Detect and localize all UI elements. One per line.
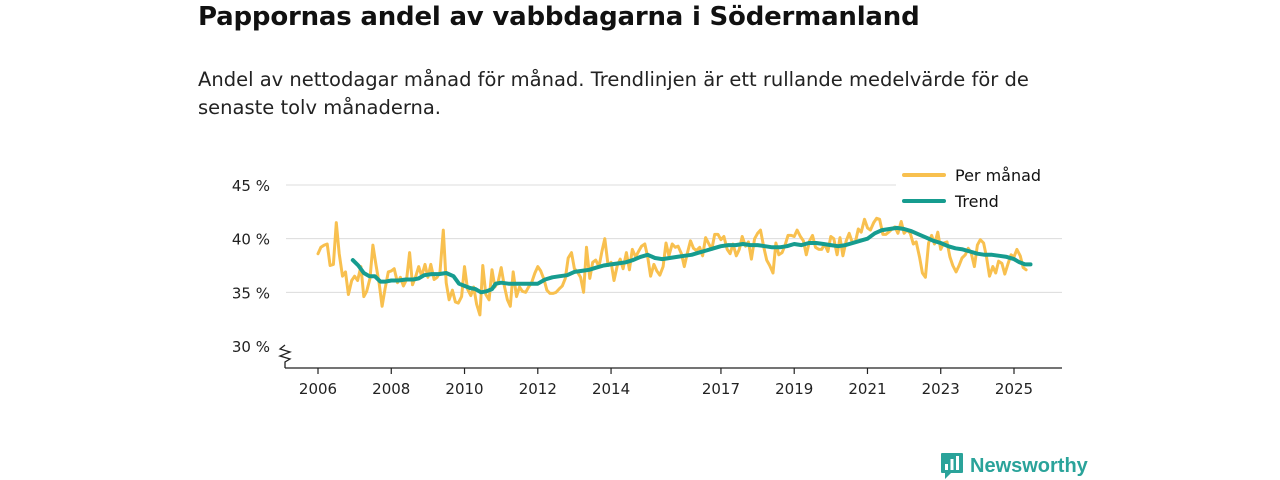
newsworthy-logo-text: Newsworthy: [970, 454, 1088, 477]
legend-label: Per månad: [955, 166, 1041, 185]
chart-legend: Per månad Trend: [896, 162, 1062, 214]
x-tick-label: 2012: [519, 380, 557, 398]
newsworthy-logo[interactable]: Newsworthy: [940, 452, 1088, 480]
series-line-trend: [350, 225, 1033, 295]
y-tick-label: 45 %: [232, 177, 270, 195]
legend-background: [896, 162, 1062, 214]
y-tick-label: 35 %: [232, 284, 270, 302]
y-axis: 30 % 35 % 40 % 45 %: [232, 177, 292, 368]
chart-series: [316, 216, 1033, 317]
newsworthy-logo-icon: [941, 453, 963, 479]
x-tick-label: 2008: [372, 380, 410, 398]
x-tick-label: 2006: [299, 380, 337, 398]
axis-break-marker: [278, 344, 292, 368]
x-tick-label: 2021: [848, 380, 886, 398]
x-tick-label: 2025: [995, 380, 1033, 398]
legend-label: Trend: [954, 192, 999, 211]
x-tick-label: 2017: [702, 380, 740, 398]
x-axis: 2006 2008 2010 2012 2014 2017 2019 2021 2023 2025: [285, 367, 1062, 398]
x-tick-label: 2010: [445, 380, 483, 398]
chart-subtitle: Andel av nettodagar månad för månad. Tre…: [198, 68, 1029, 119]
x-tick-label: 2023: [922, 380, 960, 398]
y-tick-label: 40 %: [232, 231, 270, 249]
chart-title: Pappornas andel av vabbdagarna i Söderma…: [198, 2, 920, 32]
x-tick-label: 2014: [592, 380, 630, 398]
x-tick-label: 2019: [775, 380, 813, 398]
y-tick-label: 30 %: [232, 338, 270, 356]
